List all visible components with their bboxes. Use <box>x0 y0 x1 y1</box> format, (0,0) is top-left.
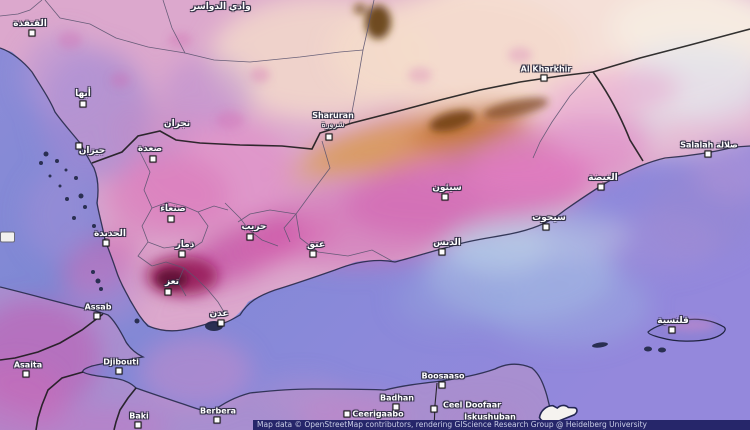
map-label: Al Kharkhir <box>520 64 572 74</box>
admin-borders <box>0 0 591 313</box>
map-label: الحديدة <box>93 229 127 240</box>
place-marker <box>213 416 221 424</box>
attribution-text: Map data © OpenStreetMap contributors, r… <box>257 420 647 429</box>
map-label: Badhan <box>379 393 415 403</box>
place-marker <box>309 250 317 258</box>
place-marker <box>441 193 449 201</box>
map-label: وادي الدواسر <box>191 2 251 13</box>
map-label: تعز <box>164 277 180 288</box>
map-label: الديس <box>433 238 461 249</box>
map-label: القنفذة <box>13 19 47 30</box>
place-marker <box>93 312 101 320</box>
country-borders <box>0 28 750 430</box>
map-label: صنعاء <box>160 204 186 215</box>
map-label: Djibouti <box>103 357 139 367</box>
map-label: Assab <box>84 302 112 312</box>
map-label: قلنسية <box>657 316 689 327</box>
map-label: Ceel Doofaar <box>442 400 502 410</box>
map-label: Berbera <box>200 406 236 416</box>
place-marker <box>438 381 446 389</box>
attribution-bar: Map data © OpenStreetMap contributors, r… <box>253 420 750 430</box>
place-marker <box>540 74 548 82</box>
place-marker <box>22 370 30 378</box>
place-marker <box>134 421 142 429</box>
map-label: Salalah صلالة <box>680 140 738 150</box>
map-label: نجران <box>163 119 191 130</box>
place-marker <box>704 150 712 158</box>
map-label: سيحوت <box>532 213 566 224</box>
map-label: عدن <box>209 309 229 320</box>
map-label: صعدة <box>137 144 163 155</box>
map-label: أبها <box>75 89 91 100</box>
place-marker <box>102 239 110 247</box>
map-label: حريب <box>241 222 267 233</box>
map-label: سيئون <box>432 183 462 194</box>
clipped-place-label <box>0 231 15 243</box>
map-label: عتق <box>307 240 325 251</box>
map-label: ذمار <box>175 240 195 251</box>
place-marker <box>542 223 550 231</box>
place-marker <box>167 215 175 223</box>
place-marker <box>438 248 446 256</box>
place-marker <box>343 410 351 418</box>
place-marker <box>597 183 605 191</box>
coastlines <box>0 47 750 427</box>
place-marker <box>668 326 676 334</box>
place-marker <box>246 233 254 241</box>
place-marker <box>115 367 123 375</box>
map-label: Sharuran شرورة <box>312 111 354 129</box>
map-label: الغيضة <box>588 173 618 184</box>
map-label: جيزان <box>78 146 106 157</box>
place-marker <box>164 288 172 296</box>
place-marker <box>430 405 438 413</box>
place-marker <box>178 250 186 258</box>
place-marker <box>149 155 157 163</box>
map-label: Iskushuban <box>464 412 516 422</box>
place-marker <box>325 133 333 141</box>
map-label: Baki <box>129 411 149 421</box>
africa-landmass <box>0 287 562 430</box>
map-label: Asaita <box>13 360 43 370</box>
map-label: Boosaaso <box>421 371 465 381</box>
place-marker <box>75 142 83 150</box>
place-marker <box>392 403 400 411</box>
map-label: Ceerigaabo <box>352 409 404 419</box>
place-marker <box>217 319 225 327</box>
islands <box>39 151 666 353</box>
place-marker <box>79 100 87 108</box>
place-marker <box>28 29 36 37</box>
